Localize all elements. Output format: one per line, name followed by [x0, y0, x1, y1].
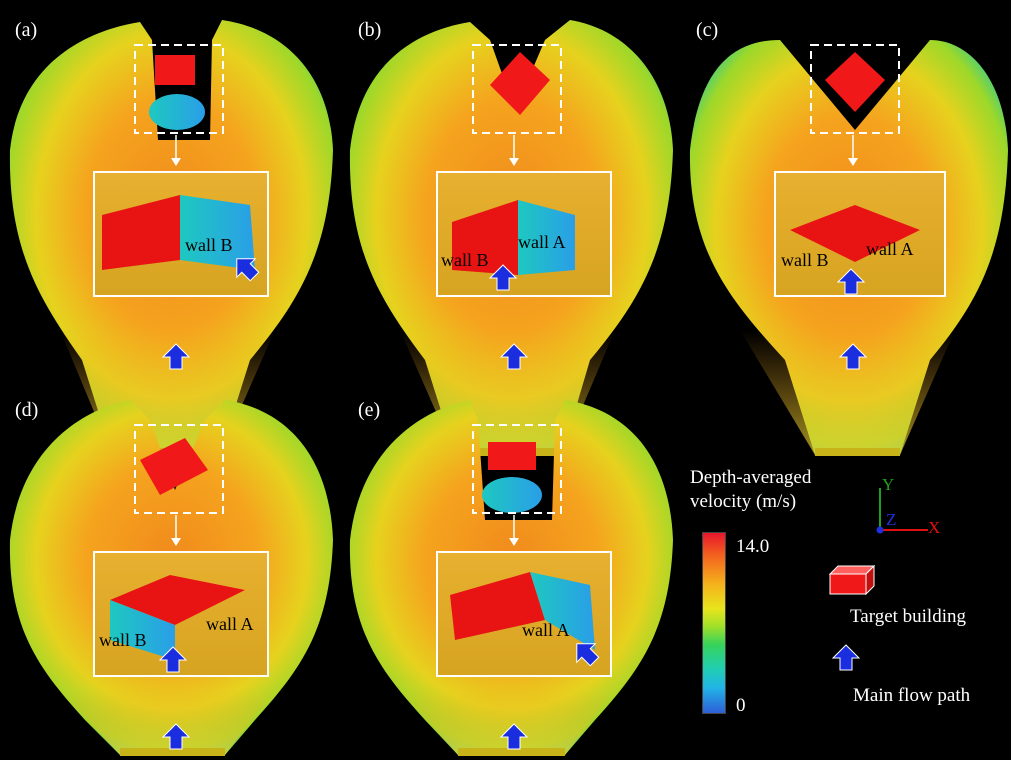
wall-label: wall A [522, 620, 570, 640]
wall-label: wall A [866, 239, 914, 259]
building-icon [828, 564, 876, 596]
panel-label-e: (e) [358, 399, 380, 421]
colorbar-max-label: 14.0 [736, 536, 770, 557]
z-axis-dot [876, 526, 884, 534]
panel-d [9, 400, 333, 756]
y-axis-label: Y [882, 475, 894, 494]
legend-title-line1: Depth-averaged [690, 467, 812, 488]
z-axis-label: Z [886, 510, 896, 529]
panel-label-c: (c) [696, 19, 718, 41]
colorbar-min-label: 0 [736, 695, 746, 716]
x-axis-label: X [928, 518, 940, 537]
wall-label: wall B [441, 250, 489, 270]
panel-label-d: (d) [15, 399, 38, 421]
wall-label: wall B [185, 235, 233, 255]
legend-title-line2: velocity (m/s) [690, 491, 797, 512]
wall-label: wall A [206, 614, 254, 634]
wall-label: wall B [99, 630, 147, 650]
panel-label-b: (b) [358, 19, 381, 41]
axis-triad: Y Z X [876, 475, 940, 537]
panel-b [349, 20, 673, 456]
colorbar [702, 532, 726, 714]
panel-label-a: (a) [15, 19, 37, 41]
panel-c [689, 40, 1008, 456]
panel-e [349, 400, 673, 756]
key-flow-label: Main flow path [853, 685, 971, 706]
key-building-label: Target building [850, 606, 966, 627]
wall-label: wall B [781, 250, 829, 270]
flow-arrow-icon [832, 644, 860, 671]
panel-a [9, 20, 334, 456]
wall-label: wall A [518, 232, 566, 252]
legend-title: Depth-averaged velocity (m/s) [690, 466, 811, 514]
